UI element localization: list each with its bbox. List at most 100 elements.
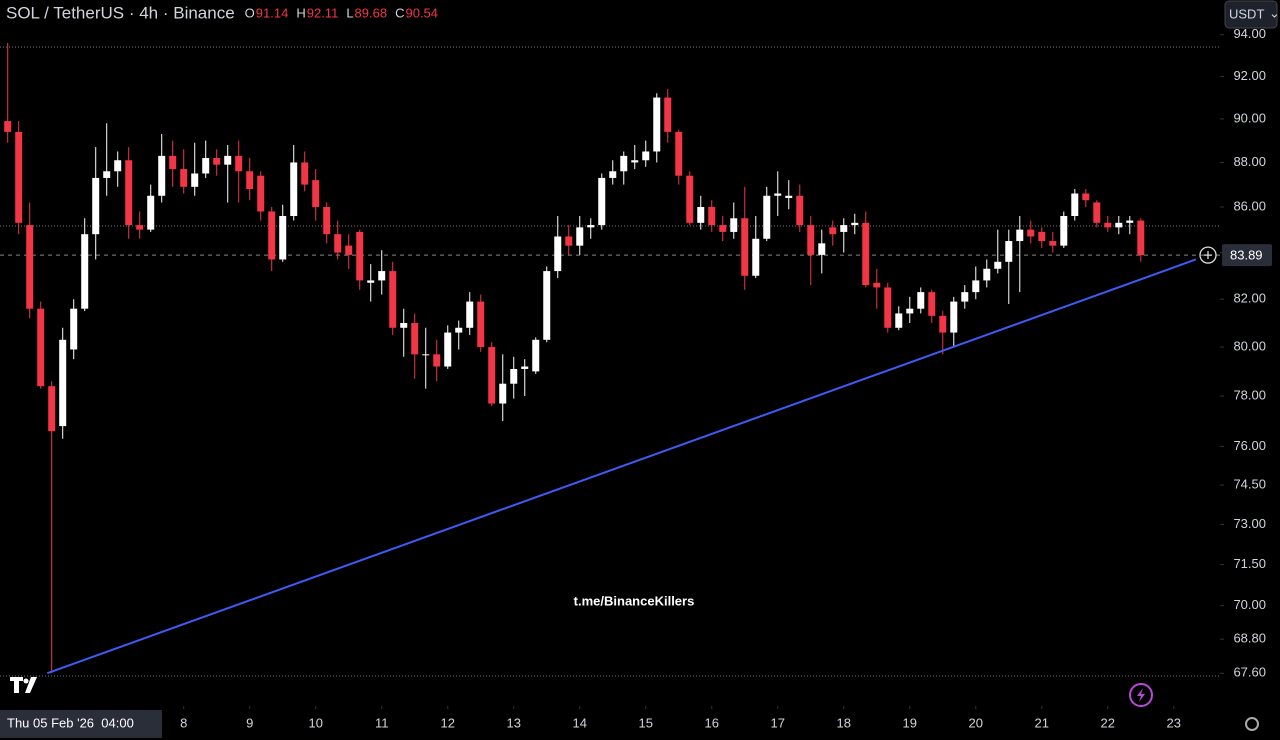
body	[279, 216, 287, 260]
body	[576, 227, 584, 246]
body	[444, 332, 452, 367]
y-tick-label: 88.00	[1233, 154, 1266, 169]
body	[1104, 222, 1112, 228]
add-alert[interactable]	[1199, 246, 1217, 264]
body	[169, 155, 177, 170]
body	[488, 347, 496, 404]
body	[1082, 193, 1090, 201]
body	[15, 131, 23, 223]
body	[334, 234, 342, 253]
ohlc-value: 90.54	[405, 5, 438, 20]
x-tick-label: 16	[705, 715, 719, 730]
y-tick-label: 68.80	[1233, 631, 1266, 646]
body	[829, 227, 837, 235]
y-tick-label: 67.60	[1233, 665, 1266, 680]
currency-button[interactable]	[1224, 0, 1278, 29]
y-tick-label: 90.00	[1233, 110, 1266, 125]
x-tick-label: 10	[308, 715, 322, 730]
body	[4, 121, 12, 132]
body	[763, 195, 771, 239]
price-box	[1222, 244, 1272, 267]
body	[26, 225, 34, 309]
y-tick-label: 80.00	[1233, 338, 1266, 353]
body	[48, 386, 56, 432]
body	[433, 354, 441, 367]
x-tick-label: 23	[1167, 715, 1181, 730]
body	[840, 225, 848, 232]
body	[873, 282, 881, 288]
body	[983, 268, 991, 281]
body	[565, 236, 573, 246]
body	[378, 271, 386, 281]
ohlc: O 91.14 H 92.11 L 89.68 C 90.54	[245, 5, 438, 20]
x-tick-label: 19	[903, 715, 917, 730]
x-tick-label: 11	[375, 715, 389, 730]
body	[851, 222, 859, 226]
body	[862, 222, 870, 286]
body	[202, 158, 210, 174]
body	[136, 225, 144, 230]
trendline	[46, 258, 1197, 675]
ohlc-key: O	[245, 5, 255, 20]
body	[708, 206, 716, 226]
body	[950, 301, 958, 333]
ohlc-value: 89.68	[355, 5, 388, 20]
body	[653, 97, 661, 152]
lightning-icon[interactable]	[1129, 683, 1153, 707]
x-tick-label: 22	[1101, 715, 1115, 730]
y-tick-label: 76.00	[1233, 438, 1266, 453]
body	[191, 173, 199, 187]
body	[499, 383, 507, 404]
body	[246, 171, 254, 190]
body	[994, 261, 1002, 269]
x-tick-label: 9	[246, 715, 253, 730]
body	[543, 271, 551, 340]
body	[235, 155, 243, 172]
body	[180, 169, 188, 187]
ohlc-value: 92.11	[307, 5, 339, 20]
body	[1137, 220, 1145, 256]
body	[70, 308, 78, 350]
y-tick-label: 86.00	[1233, 198, 1266, 213]
body	[730, 218, 738, 232]
watermark: t.me/BinanceKillers	[574, 593, 695, 608]
body	[400, 322, 408, 328]
body	[510, 368, 518, 384]
body	[796, 195, 804, 226]
x-tick-label: 21	[1035, 715, 1049, 730]
body	[1016, 229, 1024, 242]
body	[1126, 220, 1134, 223]
body	[1071, 193, 1079, 217]
x-tick-label: 12	[441, 715, 455, 730]
body	[356, 231, 364, 281]
logo	[10, 677, 37, 693]
currency[interactable]: USDT	[1229, 6, 1264, 21]
body	[290, 162, 298, 217]
body	[312, 180, 320, 207]
body	[301, 162, 309, 185]
body	[466, 301, 474, 328]
y-tick-label: 70.00	[1233, 597, 1266, 612]
body	[807, 225, 815, 255]
body	[631, 160, 639, 163]
ohlc-key: H	[296, 5, 305, 20]
body	[884, 287, 892, 328]
body	[455, 327, 463, 333]
body	[1038, 231, 1046, 242]
body	[686, 175, 694, 223]
body	[554, 236, 562, 272]
x-tick-label: 17	[771, 715, 785, 730]
ohlc-key: L	[346, 5, 353, 20]
body	[719, 225, 727, 232]
body	[213, 158, 221, 165]
body	[620, 155, 628, 172]
body	[752, 238, 760, 276]
body	[675, 131, 683, 176]
settings-icon[interactable]	[1245, 717, 1259, 731]
body	[158, 155, 166, 196]
x-tick-label: 13	[507, 715, 521, 730]
body	[774, 193, 782, 196]
y-tick-label: 74.50	[1233, 476, 1266, 491]
body	[268, 211, 276, 260]
body	[939, 315, 947, 333]
